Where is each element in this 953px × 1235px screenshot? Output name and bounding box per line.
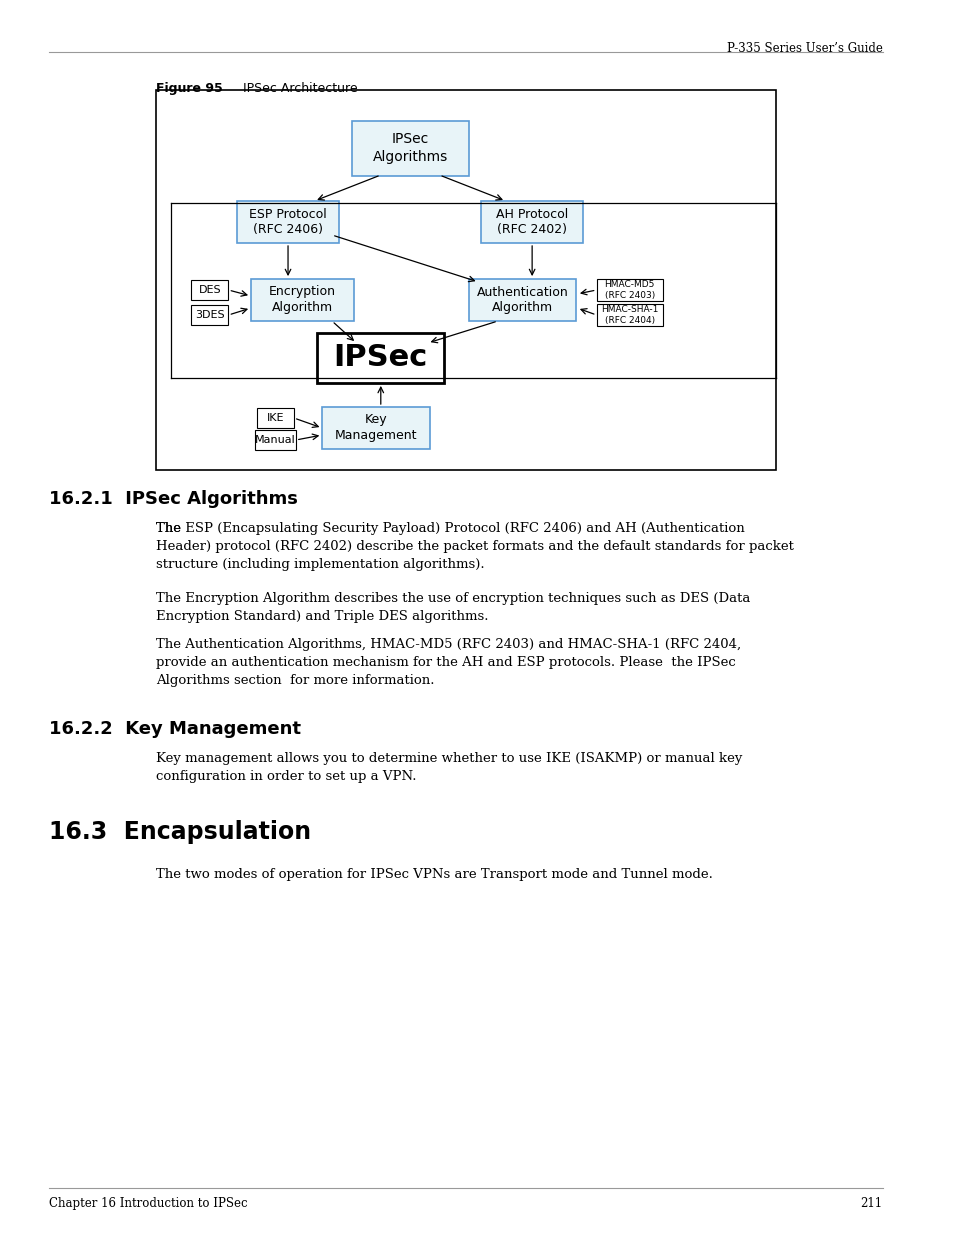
Text: The: The xyxy=(156,522,185,535)
Bar xyxy=(192,305,228,325)
Text: 3DES: 3DES xyxy=(195,310,225,320)
Bar xyxy=(156,90,776,471)
Text: The two modes of operation for IPSec VPNs are Transport mode and Tunnel mode.: The two modes of operation for IPSec VPN… xyxy=(156,868,712,881)
Text: DES: DES xyxy=(198,285,221,295)
Text: 16.3  Encapsulation: 16.3 Encapsulation xyxy=(49,820,311,844)
Text: 16.2.2  Key Management: 16.2.2 Key Management xyxy=(49,720,300,739)
Text: IPSec: IPSec xyxy=(334,343,428,373)
Text: The Authentication Algorithms, HMAC-MD5 (RFC 2403) and HMAC-SHA-1 (RFC 2404,
pro: The Authentication Algorithms, HMAC-MD5 … xyxy=(156,638,740,687)
Text: Encryption
Algorithm: Encryption Algorithm xyxy=(269,285,335,315)
Text: Key management allows you to determine whether to use IKE (ISAKMP) or manual key: Key management allows you to determine w… xyxy=(156,752,741,783)
Text: The ESP (Encapsulating Security Payload) Protocol (RFC 2406) and AH (Authenticat: The ESP (Encapsulating Security Payload)… xyxy=(156,522,793,571)
Bar xyxy=(236,201,339,243)
Text: P-335 Series User’s Guide: P-335 Series User’s Guide xyxy=(726,42,882,56)
Bar xyxy=(252,279,354,321)
Text: Authentication
Algorithm: Authentication Algorithm xyxy=(476,285,568,315)
Bar xyxy=(322,408,429,450)
Text: IPSec Architecture: IPSec Architecture xyxy=(235,82,357,95)
Bar xyxy=(317,333,444,383)
Text: ESP Protocol
(RFC 2406): ESP Protocol (RFC 2406) xyxy=(249,207,327,236)
Bar xyxy=(596,279,662,301)
Text: Chapter 16 Introduction to IPSec: Chapter 16 Introduction to IPSec xyxy=(49,1197,247,1210)
Text: Figure 95: Figure 95 xyxy=(156,82,223,95)
Bar xyxy=(254,430,295,450)
Bar xyxy=(192,280,228,300)
Bar xyxy=(351,121,468,175)
Text: The Encryption Algorithm describes the use of encryption techniques such as DES : The Encryption Algorithm describes the u… xyxy=(156,592,750,622)
Text: 16.2.1  IPSec Algorithms: 16.2.1 IPSec Algorithms xyxy=(49,490,297,508)
Text: IKE: IKE xyxy=(266,412,284,424)
Bar xyxy=(596,304,662,326)
Text: Key
Management: Key Management xyxy=(335,414,416,442)
Bar xyxy=(256,408,294,429)
Bar xyxy=(468,279,576,321)
Text: HMAC-MD5
(RFC 2403): HMAC-MD5 (RFC 2403) xyxy=(604,280,655,300)
Text: HMAC-SHA-1
(RFC 2404): HMAC-SHA-1 (RFC 2404) xyxy=(600,305,658,325)
Bar xyxy=(480,201,583,243)
Text: Manual: Manual xyxy=(254,435,295,445)
Text: 211: 211 xyxy=(860,1197,882,1210)
Text: AH Protocol
(RFC 2402): AH Protocol (RFC 2402) xyxy=(496,207,568,236)
Text: IPSec
Algorithms: IPSec Algorithms xyxy=(372,132,447,164)
